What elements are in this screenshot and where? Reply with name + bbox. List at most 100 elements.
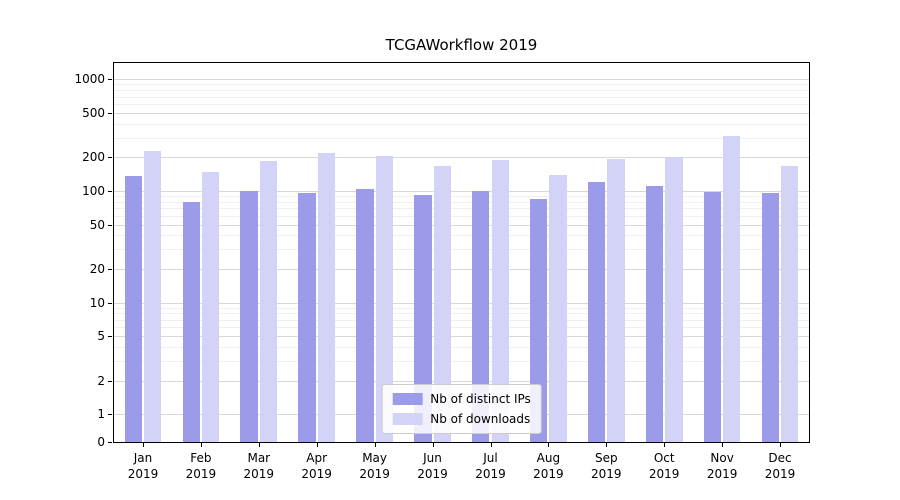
bar-distinct-ips-nov xyxy=(703,191,722,442)
x-tick-label-apr: Apr 2019 xyxy=(301,451,332,482)
x-tick-label-aug: Aug 2019 xyxy=(533,451,564,482)
x-tick-mark xyxy=(200,443,202,447)
x-tick-mark xyxy=(722,443,724,447)
y-tick-mark xyxy=(108,268,112,270)
y-tick-label: 1 xyxy=(97,407,105,422)
gridline-minor xyxy=(114,104,809,106)
bar-downloads-may xyxy=(375,156,393,442)
bar-distinct-ips-apr xyxy=(298,193,316,442)
y-tick-mark xyxy=(108,336,112,338)
gridline-major xyxy=(114,157,809,159)
bar-downloads-nov xyxy=(723,136,741,442)
gridline-minor xyxy=(114,235,809,237)
gridline-minor xyxy=(114,327,809,329)
x-tick-label-jan: Jan 2019 xyxy=(127,451,159,482)
gridline-minor xyxy=(114,96,809,98)
legend-item-distinct-ips: Nb of distinct IPs xyxy=(392,392,531,406)
bar-distinct-ips-jul xyxy=(472,190,490,442)
x-tick-mark xyxy=(432,443,434,447)
y-tick-label: 1000 xyxy=(74,72,105,87)
y-tick-label: 50 xyxy=(89,217,105,232)
y-tick-mark xyxy=(108,224,112,226)
y-tick-mark xyxy=(108,112,112,114)
gridline-minor xyxy=(114,123,809,125)
x-tick-mark xyxy=(606,443,608,447)
bar-downloads-mar xyxy=(259,161,278,442)
bar-distinct-ips-dec xyxy=(761,192,780,442)
x-tick-mark xyxy=(316,443,318,447)
legend: Nb of distinct IPs Nb of downloads xyxy=(381,384,542,434)
gridline-minor xyxy=(114,84,809,86)
chart-title: TCGAWorkflow 2019 xyxy=(385,36,538,54)
x-tick-mark xyxy=(490,443,492,447)
y-tick-label: 100 xyxy=(82,183,105,198)
x-tick-mark xyxy=(258,443,260,447)
legend-label-downloads: Nb of downloads xyxy=(430,412,531,426)
y-tick-mark xyxy=(108,302,112,304)
bar-distinct-ips-may xyxy=(356,188,374,442)
gridline-minor xyxy=(114,319,809,321)
y-tick-mark xyxy=(108,442,112,443)
gridline-minor xyxy=(114,249,809,251)
x-tick-mark xyxy=(374,443,376,447)
gridline-major xyxy=(114,79,809,81)
y-tick-label: 20 xyxy=(89,261,105,276)
bar-downloads-apr xyxy=(317,152,336,442)
gridline-minor xyxy=(114,201,809,203)
legend-swatch-downloads xyxy=(392,413,423,425)
bar-distinct-ips-sep xyxy=(587,182,606,442)
gridline-major xyxy=(114,112,809,114)
bar-downloads-jun xyxy=(433,165,451,442)
bar-distinct-ips-jan xyxy=(124,176,142,442)
x-tick-label-jul: Jul 2019 xyxy=(475,451,506,482)
gridline-minor xyxy=(114,346,809,348)
y-tick-label: 500 xyxy=(82,105,105,120)
y-tick-mark xyxy=(108,190,112,192)
gridline-minor xyxy=(114,137,809,139)
y-tick-mark xyxy=(108,79,112,81)
bar-distinct-ips-aug xyxy=(530,198,548,442)
gridline-minor xyxy=(114,196,809,197)
x-tick-label-dec: Dec 2019 xyxy=(764,451,796,482)
bar-downloads-feb xyxy=(201,171,220,442)
y-tick-label: 0 xyxy=(97,435,105,449)
gridline-major xyxy=(114,380,809,382)
x-tick-mark xyxy=(664,443,666,447)
x-tick-label-nov: Nov 2019 xyxy=(706,451,738,482)
x-tick-label-feb: Feb 2019 xyxy=(185,451,217,482)
x-tick-mark xyxy=(143,443,144,447)
x-tick-label-may: May 2019 xyxy=(359,451,390,482)
bar-downloads-dec xyxy=(781,165,799,442)
plot-area: Nb of distinct IPs Nb of downloads xyxy=(113,62,810,443)
bar-downloads-jan xyxy=(144,150,162,442)
x-tick-label-sep: Sep 2019 xyxy=(591,451,622,482)
bar-downloads-aug xyxy=(549,174,567,442)
gridline-major xyxy=(114,336,809,338)
legend-label-distinct-ips: Nb of distinct IPs xyxy=(430,392,531,406)
legend-swatch-distinct-ips xyxy=(392,393,423,405)
x-tick-mark xyxy=(548,443,550,447)
y-tick-mark xyxy=(108,414,112,416)
gridline-major xyxy=(114,224,809,226)
gridline-minor xyxy=(114,360,809,362)
y-tick-label: 2 xyxy=(97,373,105,388)
bar-distinct-ips-feb xyxy=(182,201,200,442)
y-tick-mark xyxy=(108,157,112,159)
gridline-minor xyxy=(114,307,809,309)
bar-downloads-jul xyxy=(491,160,509,442)
gridline-major xyxy=(114,190,809,192)
gridline-major xyxy=(114,268,809,270)
bar-distinct-ips-oct xyxy=(645,186,664,442)
gridline-minor xyxy=(114,90,809,92)
y-tick-label: 10 xyxy=(89,295,105,310)
gridline-minor xyxy=(114,215,809,217)
x-tick-label-oct: Oct 2019 xyxy=(648,451,680,482)
gridline-major xyxy=(114,302,809,304)
gridline-minor xyxy=(114,208,809,210)
gridline-minor xyxy=(114,313,809,315)
legend-item-downloads: Nb of downloads xyxy=(392,412,531,426)
bar-distinct-ips-jun xyxy=(414,194,432,442)
bar-downloads-sep xyxy=(607,159,625,442)
x-tick-label-jun: Jun 2019 xyxy=(417,451,448,482)
